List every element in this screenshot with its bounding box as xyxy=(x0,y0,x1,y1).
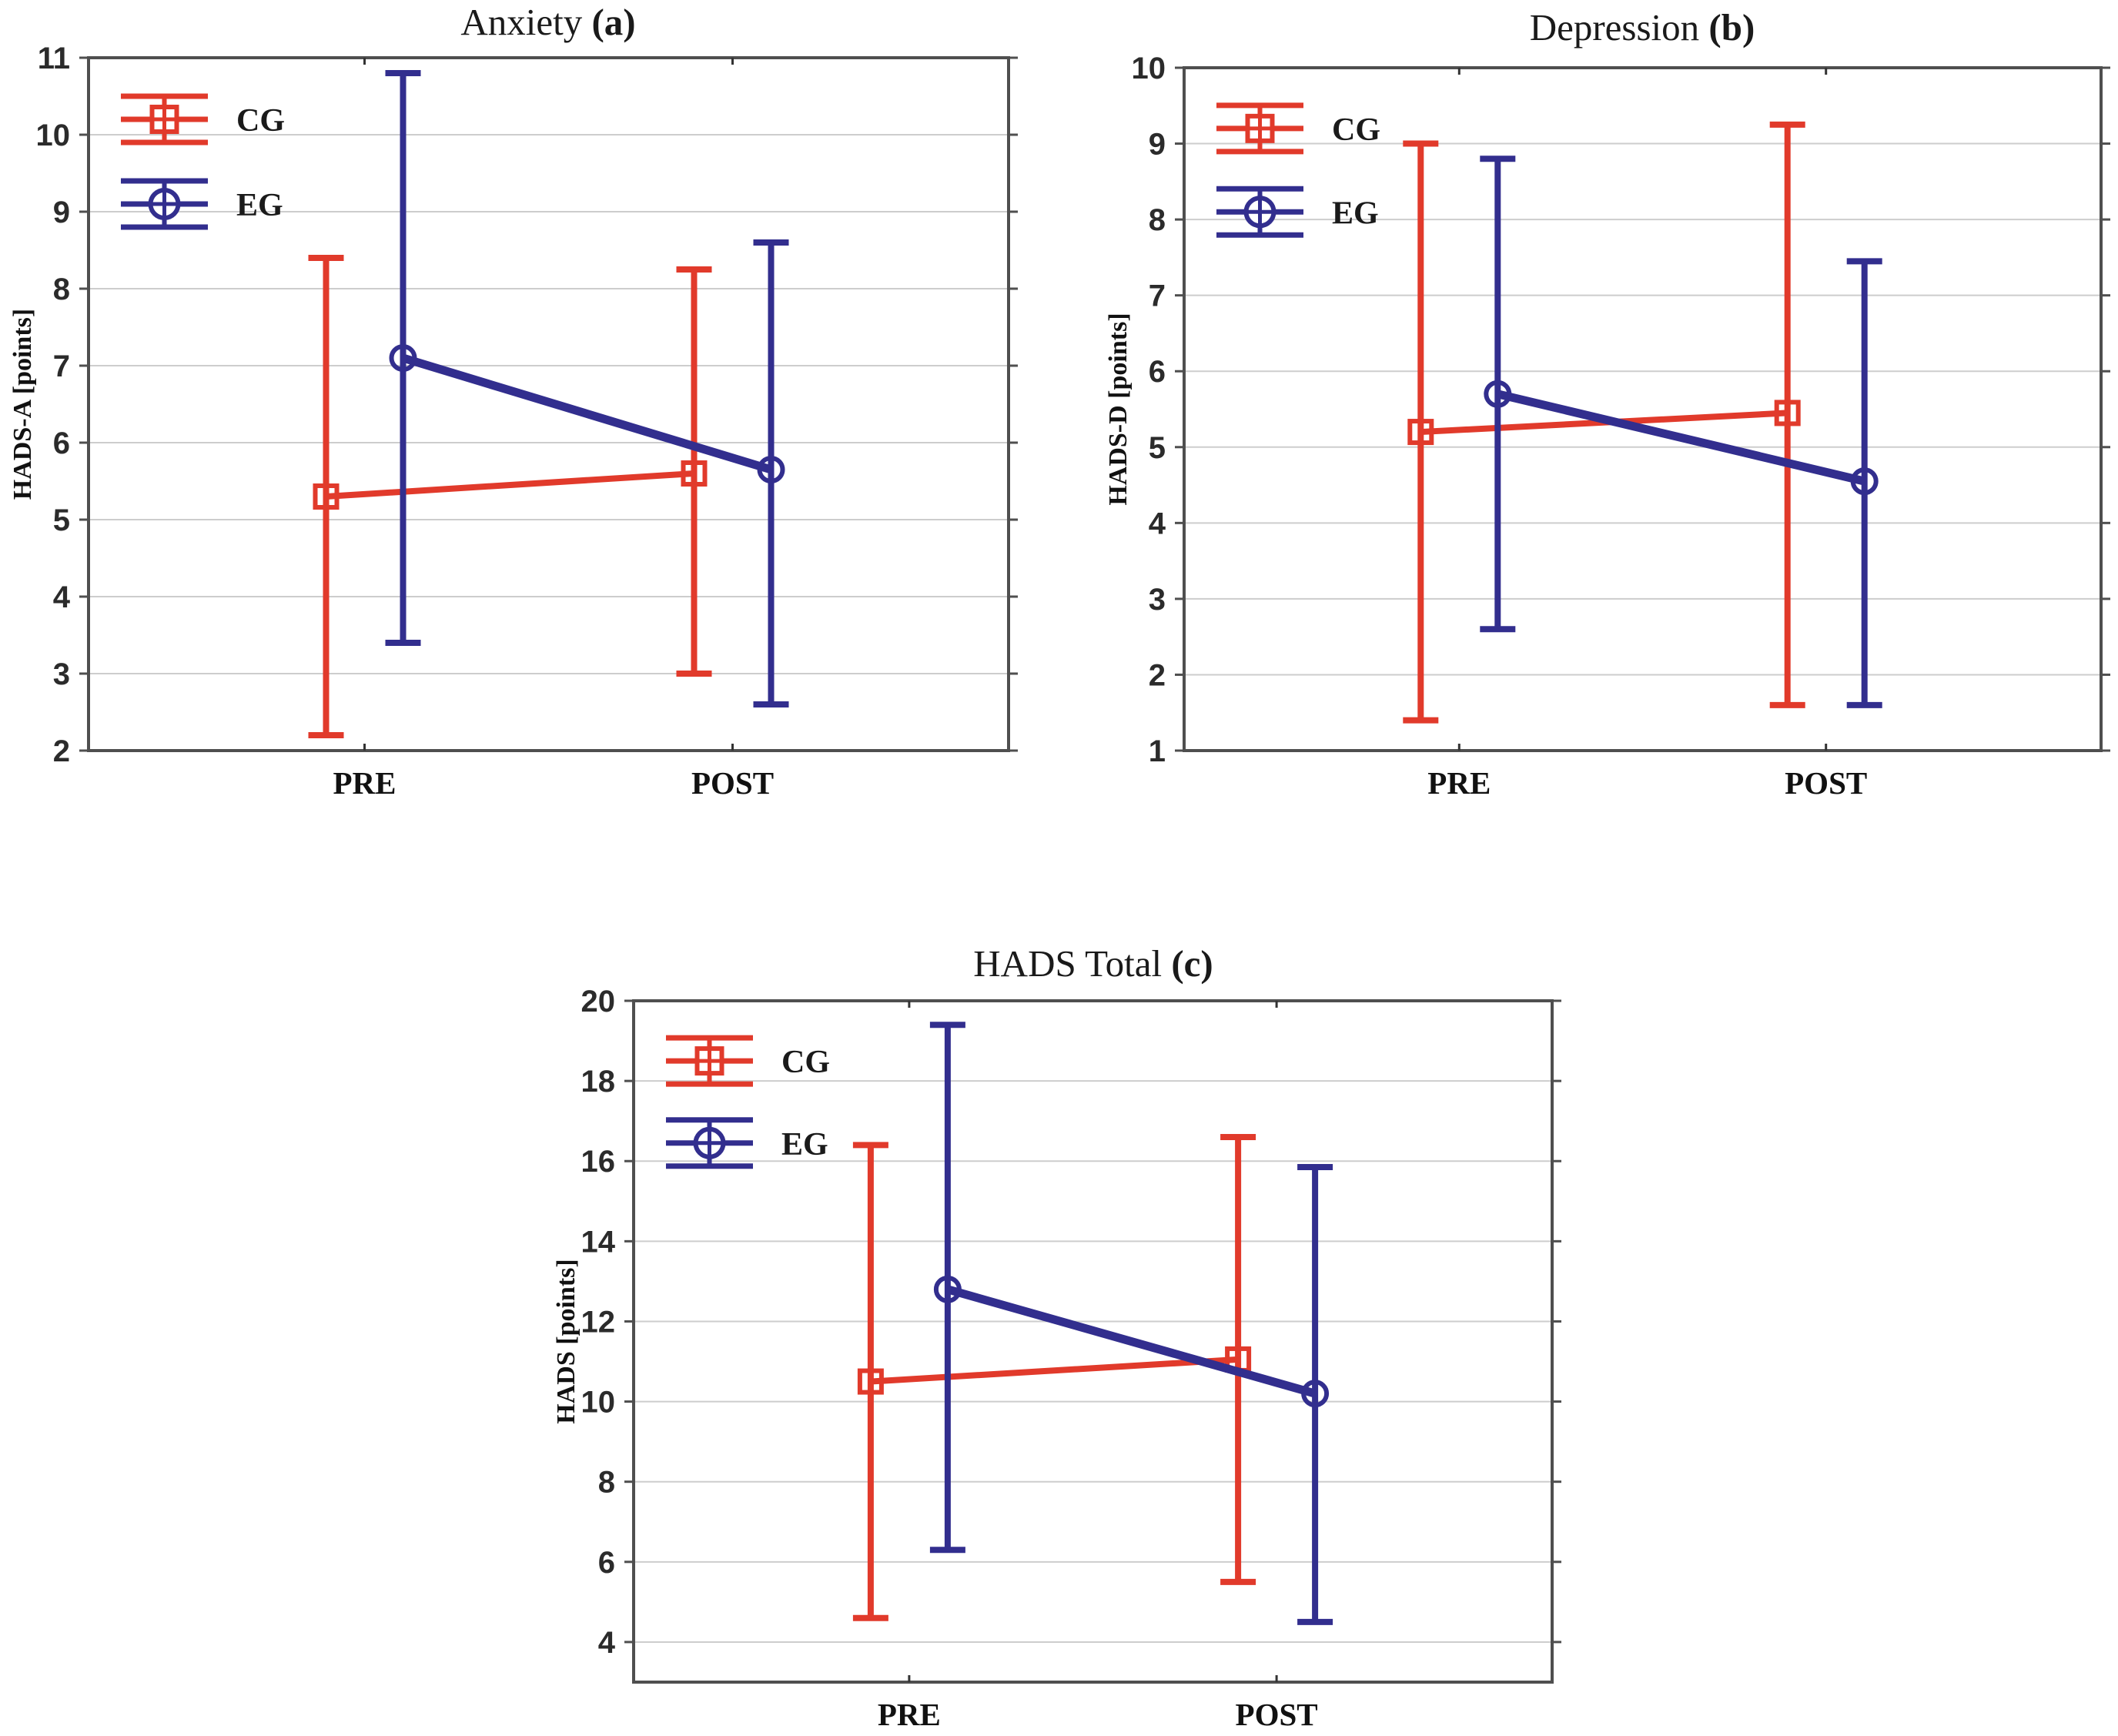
legend-label: CG xyxy=(781,1045,830,1080)
y-tick-label: 18 xyxy=(581,1065,616,1099)
plot-frame xyxy=(1183,66,2103,752)
plot-frame xyxy=(87,56,1010,752)
x-tick-label: POST xyxy=(1785,765,1867,801)
y-tick-label: 4 xyxy=(53,580,71,614)
data-marker xyxy=(1301,1380,1330,1408)
y-axis-label: HADS [points] xyxy=(552,1259,581,1423)
data-marker xyxy=(933,1275,962,1303)
legend: CG EG xyxy=(121,93,285,230)
chart-anxiety-a: 2 3 4 5 6 7 8 9 10 11 PRE POST Anxiety (a) HADS-A [po… xyxy=(0,0,1078,843)
plot-frame xyxy=(632,999,1554,1684)
series-line xyxy=(326,470,694,500)
error-bar xyxy=(753,239,789,707)
chart-title: Anxiety (a) xyxy=(460,1,635,43)
chart-title: HADS Total (c) xyxy=(973,942,1213,985)
y-axis-label: HADS-A [points] xyxy=(8,309,37,500)
legend-label: CG xyxy=(236,103,285,139)
series-eg xyxy=(385,70,789,707)
plot-canvas-a: 2 3 4 5 6 7 8 9 10 11 PRE POST Anxiety (a) HADS-A [po… xyxy=(8,1,1018,801)
data-marker xyxy=(389,344,417,372)
legend-label: EG xyxy=(781,1127,828,1162)
y-axis-label: HADS-D [points] xyxy=(1104,313,1133,505)
y-tick-label: 20 xyxy=(581,985,616,1019)
y-tick-label: 6 xyxy=(1149,355,1166,389)
y-tick-label: 8 xyxy=(1149,203,1166,237)
legend-item-eg: EG xyxy=(121,178,283,230)
y-tick-label: 9 xyxy=(53,196,70,229)
y-tick-label: 2 xyxy=(1149,658,1166,692)
data-marker xyxy=(681,460,708,487)
y-tick-label: 14 xyxy=(581,1225,616,1259)
series-eg xyxy=(1480,156,1882,708)
chart-hads-total-c: 4 6 8 10 12 14 16 18 20 PRE POST HADS Total (c) HADS… xyxy=(493,885,1648,1736)
y-tick-label: 7 xyxy=(53,350,70,383)
data-marker xyxy=(1407,419,1434,446)
error-bar xyxy=(676,266,712,677)
y-tick-label: 10 xyxy=(1132,52,1166,85)
plot-canvas-b: 1 2 3 4 5 6 7 8 9 10 PRE POST Depression (b) HADS-D [… xyxy=(1104,6,2110,801)
y-tick-label: 4 xyxy=(598,1626,616,1660)
y-tick-label: 5 xyxy=(1149,431,1166,465)
legend-label: EG xyxy=(236,188,283,223)
data-marker xyxy=(757,456,785,483)
series-line xyxy=(1497,390,1865,486)
legend-label: CG xyxy=(1332,112,1380,148)
error-bar xyxy=(1480,156,1516,633)
legend-item-cg: CG xyxy=(1216,102,1380,155)
error-bar xyxy=(852,1142,888,1621)
y-tick-label: 1 xyxy=(1149,734,1166,768)
chart-title: Depression (b) xyxy=(1530,6,1755,49)
series-eg xyxy=(929,1022,1333,1625)
y-tick-label: 16 xyxy=(581,1145,616,1179)
x-tick-label: PRE xyxy=(333,765,396,801)
y-tick-label: 4 xyxy=(1149,507,1166,540)
y-tick-label: 8 xyxy=(53,273,70,306)
legend-item-eg: EG xyxy=(1216,186,1379,238)
series-cg xyxy=(308,255,712,738)
data-marker xyxy=(1484,380,1512,408)
legend: CG EG xyxy=(666,1035,830,1169)
y-tick-label: 6 xyxy=(598,1546,615,1580)
y-tick-label: 10 xyxy=(36,119,71,152)
legend-item-cg: CG xyxy=(121,93,285,146)
x-tick-label: POST xyxy=(691,765,774,801)
error-bar xyxy=(308,255,344,738)
plot-canvas-c: 4 6 8 10 12 14 16 18 20 PRE POST HADS Total (c) HADS… xyxy=(552,942,1561,1732)
y-tick-label: 2 xyxy=(53,734,70,768)
y-tick-label: 7 xyxy=(1149,279,1166,313)
error-bar xyxy=(929,1022,965,1554)
y-tick-label: 3 xyxy=(53,657,70,691)
x-tick-label: PRE xyxy=(1427,765,1491,801)
error-bar xyxy=(1220,1134,1256,1585)
y-tick-label: 8 xyxy=(598,1466,615,1500)
error-bar xyxy=(385,70,421,646)
y-tick-label: 9 xyxy=(1149,128,1166,162)
y-tick-label: 10 xyxy=(581,1386,616,1420)
data-marker xyxy=(1850,467,1879,496)
data-marker xyxy=(1774,400,1801,426)
series-line xyxy=(946,1285,1317,1398)
y-tick-label: 5 xyxy=(53,503,70,537)
chart-depression-b: 1 2 3 4 5 6 7 8 9 10 PRE POST Depression (b) HADS-D [… xyxy=(1040,0,2118,843)
y-tick-label: 6 xyxy=(53,426,70,460)
data-marker xyxy=(857,1368,884,1395)
x-tick-label: PRE xyxy=(878,1697,941,1732)
y-tick-label: 3 xyxy=(1149,583,1166,617)
y-tick-label: 11 xyxy=(38,42,70,75)
data-marker xyxy=(313,483,340,510)
legend-item-eg: EG xyxy=(666,1117,828,1169)
error-bar xyxy=(1846,258,1882,708)
series-cg xyxy=(852,1134,1256,1621)
y-tick-label: 12 xyxy=(581,1305,616,1339)
error-bar xyxy=(1769,121,1805,708)
error-bar xyxy=(1403,140,1439,724)
series-line xyxy=(401,353,773,474)
series-line xyxy=(870,1356,1239,1385)
x-tick-label: POST xyxy=(1236,1697,1318,1732)
legend-item-cg: CG xyxy=(666,1035,830,1087)
legend-label: EG xyxy=(1332,196,1379,231)
legend: CG EG xyxy=(1216,102,1380,238)
error-bar xyxy=(1297,1164,1333,1625)
